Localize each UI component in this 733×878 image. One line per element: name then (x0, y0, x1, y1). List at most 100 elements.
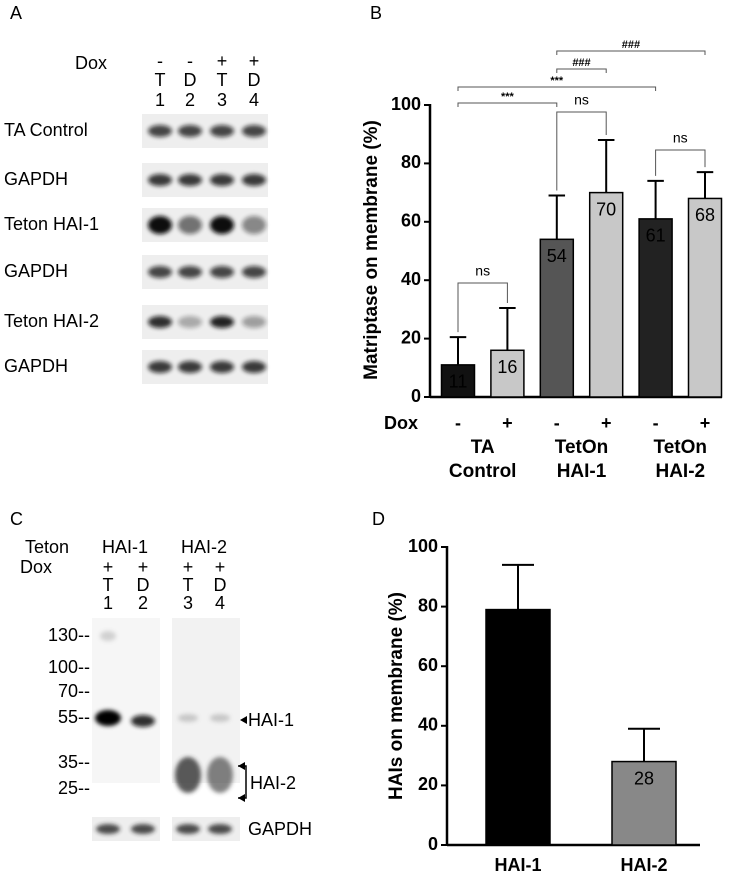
lane-number: 4 (215, 593, 225, 613)
error-bar (628, 727, 660, 762)
blot-band (148, 125, 172, 137)
dox-sign: + (138, 557, 149, 577)
group-label: HAI-2 (181, 537, 227, 557)
blot-band (96, 824, 120, 834)
lane-number: 4 (249, 90, 259, 110)
error-bar (499, 306, 516, 351)
lane-number: 1 (103, 593, 113, 613)
size-marker: 55-- (58, 707, 90, 727)
row-label: TA Control (4, 120, 88, 140)
band-label: GAPDH (248, 819, 312, 839)
panel-label: B (370, 3, 382, 23)
significance: *** (501, 91, 515, 103)
bracket (556, 50, 706, 55)
blot-band (176, 824, 200, 834)
blot-band (242, 266, 266, 278)
blot-band (178, 125, 202, 137)
blot-band (148, 316, 172, 328)
x-tick-label: + (502, 413, 513, 433)
x-tick-label: HAI-1 (494, 855, 541, 875)
error-bar (548, 194, 566, 240)
bracket (457, 282, 508, 333)
blot-band (210, 216, 234, 234)
size-marker: 100-- (48, 657, 90, 677)
size-marker: 70-- (58, 681, 90, 701)
blot-band (131, 824, 155, 834)
y-axis-label: Matriptase on membrane (%) (361, 120, 382, 380)
blot-band (148, 174, 172, 186)
blot-band (210, 714, 230, 722)
value-label: 61 (646, 226, 666, 246)
group-label: HAI-2 (655, 461, 705, 482)
blot-band (210, 174, 234, 186)
group-label: TetOn (654, 437, 707, 458)
sample-label: T (217, 70, 228, 90)
error-bar (502, 563, 534, 610)
dox-label: Dox (20, 557, 52, 577)
blot-band (178, 316, 202, 328)
lane-number: 3 (217, 90, 227, 110)
y-axis-label: HAIs on membrane (%) (386, 592, 407, 800)
y-tick-label: 20 (418, 774, 438, 794)
error-bar (449, 336, 467, 365)
blot-band (210, 125, 234, 137)
group-label: TetOn (555, 437, 608, 458)
value-label: 70 (596, 199, 616, 219)
y-tick-label: 100 (391, 94, 421, 114)
blot-band (208, 824, 232, 834)
sample-label: D (137, 575, 150, 595)
y-tick-label: 60 (401, 211, 421, 231)
blot-band (207, 757, 233, 793)
band-label: HAI-2 (250, 773, 296, 793)
bracket (655, 149, 706, 176)
size-marker: 25-- (58, 778, 90, 798)
arrow (240, 716, 247, 724)
x-tick-label: - (653, 413, 659, 433)
error-bar (597, 139, 615, 193)
x-tick-label: + (700, 413, 711, 433)
value-label: 16 (497, 357, 517, 377)
blot-band (178, 266, 202, 278)
lane-number: 3 (183, 593, 193, 613)
bar (490, 349, 525, 398)
error-bar (647, 179, 664, 219)
row-label: Dox (384, 413, 418, 433)
teton-label: Teton (25, 537, 69, 557)
significance: ### (572, 57, 590, 69)
row-label: GAPDH (4, 169, 68, 189)
x-tick-label: HAI-2 (620, 855, 667, 875)
significance: ns (673, 130, 688, 146)
blot-band (148, 266, 172, 278)
y-tick-label: 0 (411, 386, 421, 406)
dox-sign: + (215, 557, 226, 577)
arrow (238, 762, 245, 802)
y-tick-label: 60 (418, 655, 438, 675)
blot-band (242, 125, 266, 137)
blot-band (210, 316, 234, 328)
significance: *** (550, 75, 564, 87)
blot-band (178, 216, 202, 234)
y-tick-label: 20 (401, 327, 421, 347)
blot-band (148, 216, 172, 234)
blot-band (242, 361, 266, 373)
lane-number: 2 (138, 593, 148, 613)
group-label: Control (449, 461, 517, 482)
blot-band (210, 361, 234, 373)
blot-band (210, 266, 234, 278)
y-tick-label: 0 (428, 834, 438, 854)
y-tick-label: 40 (418, 715, 438, 735)
bracket (457, 102, 558, 107)
bracket (556, 68, 607, 73)
row-label: Teton HAI-1 (4, 214, 99, 234)
y-tick-label: 80 (401, 152, 421, 172)
bar (588, 191, 624, 398)
y-tick-label: 100 (408, 536, 438, 556)
sample-label: D (214, 575, 227, 595)
bracket (457, 86, 657, 91)
dox-sign: - (157, 51, 163, 71)
y-tick-label: 40 (401, 269, 421, 289)
dox-sign: + (249, 51, 260, 71)
group-label: HAI-1 (557, 461, 607, 482)
blot-strip (172, 618, 240, 783)
